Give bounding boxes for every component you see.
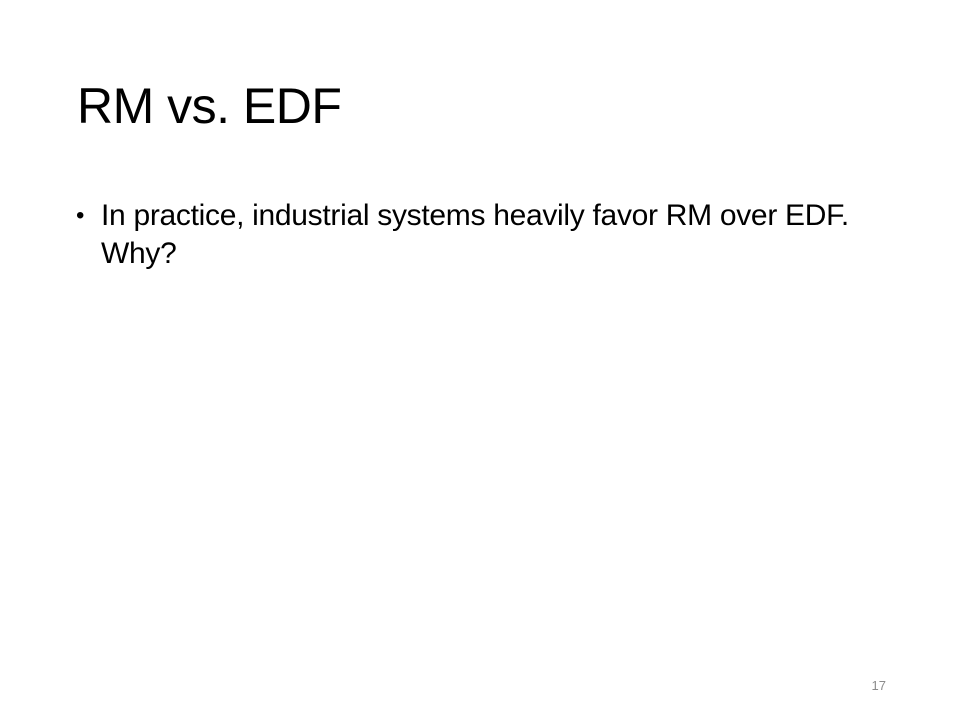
bullet-item: • In practice, industrial systems heavil… [76,197,896,273]
bullet-marker-icon: • [76,202,85,229]
slide-title: RM vs. EDF [77,78,342,134]
slide-number: 17 [871,678,886,693]
bullet-list: • In practice, industrial systems heavil… [76,197,896,273]
bullet-text: In practice, industrial systems heavily … [101,199,849,270]
